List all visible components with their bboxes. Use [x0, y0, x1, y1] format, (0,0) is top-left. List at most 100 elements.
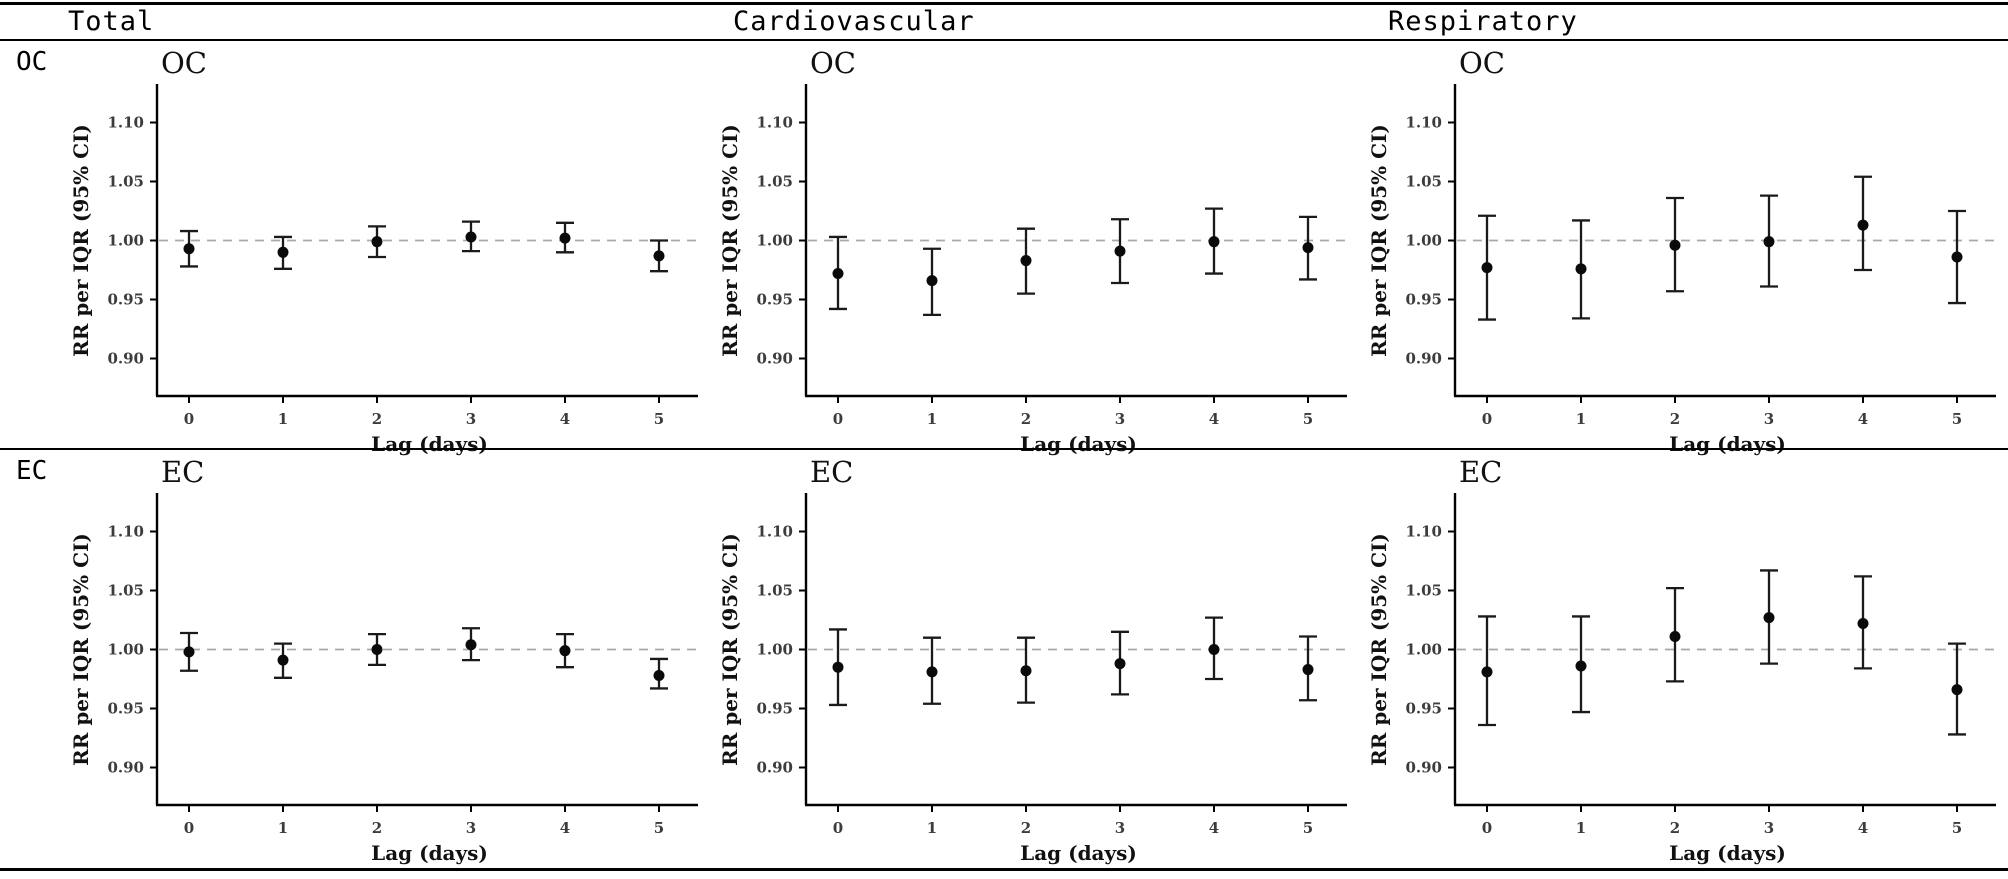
y-tick-label: 1.10 [756, 114, 793, 132]
x-tick-label: 2 [1670, 410, 1680, 428]
bottom-rule [0, 868, 2008, 871]
column-header-respiratory: Respiratory [1388, 6, 1578, 37]
y-tick-label: 1.10 [756, 523, 793, 541]
column-header-cardiovascular: Cardiovascular [733, 6, 975, 37]
top-rule [0, 2, 2008, 5]
x-tick-label: 4 [1858, 410, 1868, 428]
point-estimate [1857, 618, 1869, 630]
y-tick-label: 1.05 [1405, 173, 1442, 191]
x-tick-label: 5 [1952, 819, 1962, 837]
data-point-group [1205, 207, 1223, 275]
point-estimate [465, 639, 477, 651]
y-tick-label: 0.90 [107, 759, 144, 777]
point-estimate [371, 236, 383, 248]
data-point-group [556, 221, 574, 254]
x-tick-label: 5 [1303, 410, 1313, 428]
point-estimate [1763, 612, 1775, 624]
x-tick-label: 5 [654, 819, 664, 837]
y-axis-title: RR per IQR (95% CI) [1367, 533, 1391, 766]
x-axis-title: Lag (days) [371, 432, 488, 456]
y-tick-label: 1.00 [1405, 641, 1442, 659]
data-point-group [462, 627, 480, 662]
point-estimate [653, 250, 665, 262]
y-tick-label: 1.05 [1405, 582, 1442, 600]
point-estimate [1575, 263, 1587, 275]
point-estimate [1208, 644, 1220, 655]
x-tick-label: 3 [1115, 410, 1125, 428]
y-tick-label: 1.10 [1405, 114, 1442, 132]
panel-respiratory-ec: EC 1.10 1.05 1.00 0.95 0.90 RR per IQR (95% CI… [1360, 450, 2008, 868]
x-tick-label: 3 [1764, 819, 1774, 837]
data-point-group [1854, 175, 1872, 272]
panel-cardiovascular-ec: EC 1.10 1.05 1.00 0.95 0.90 RR per IQR (95% CI… [711, 450, 1359, 868]
x-tick-label: 2 [372, 819, 382, 837]
panel-title: EC [1459, 455, 1503, 489]
y-tick-label: 1.00 [756, 641, 793, 659]
panel-title: EC [810, 455, 854, 489]
data-point-group [1948, 642, 1966, 736]
y-tick-label: 0.95 [756, 700, 793, 718]
y-tick-label: 1.00 [107, 641, 144, 659]
y-axis-title: RR per IQR (95% CI) [69, 124, 93, 357]
point-estimate [559, 232, 571, 244]
x-tick-label: 5 [1303, 819, 1313, 837]
y-tick-label: 0.95 [107, 700, 144, 718]
point-estimate [465, 231, 477, 243]
y-tick-label: 0.90 [1405, 759, 1442, 777]
data-point-group [1478, 615, 1496, 727]
point-estimate [832, 268, 844, 280]
point-estimate [371, 644, 383, 655]
data-point-group [650, 657, 668, 690]
point-estimate [1302, 242, 1314, 254]
errorbar-plot: 1.10 1.05 1.00 0.95 0.90 RR per IQR (95% CI) 0… [1367, 493, 1996, 865]
data-point-group [1111, 630, 1129, 696]
point-estimate [1951, 684, 1963, 696]
y-tick-label: 0.90 [1405, 350, 1442, 368]
y-tick-label: 1.00 [107, 232, 144, 250]
x-tick-label: 5 [654, 410, 664, 428]
data-point-group [556, 633, 574, 669]
point-estimate [1763, 236, 1775, 248]
point-estimate [1208, 236, 1220, 248]
errorbar-plot: 1.10 1.05 1.00 0.95 0.90 RR per IQR (95% CI) 0… [69, 493, 698, 865]
x-axis-title: Lag (days) [1669, 841, 1786, 865]
y-tick-label: 0.95 [1405, 291, 1442, 309]
point-estimate [1114, 245, 1126, 257]
data-point-group [274, 235, 292, 270]
point-estimate [1857, 219, 1869, 231]
panel-total-ec: EC 1.10 1.05 1.00 0.95 0.90 RR per IQR (95% CI… [62, 450, 710, 868]
x-tick-label: 3 [466, 410, 476, 428]
data-point-group [1017, 227, 1035, 295]
x-axis-title: Lag (days) [1020, 841, 1137, 865]
data-point-group [1299, 635, 1317, 702]
errorbar-plot: 1.10 1.05 1.00 0.95 0.90 RR per IQR (95% CI) 0… [69, 84, 698, 456]
header-rule [0, 39, 2008, 41]
y-tick-label: 0.95 [1405, 700, 1442, 718]
x-tick-label: 2 [1021, 819, 1031, 837]
data-point-group [462, 220, 480, 253]
point-estimate [183, 646, 195, 658]
y-tick-label: 1.10 [107, 523, 144, 541]
row-separator-rule [0, 448, 2008, 450]
x-tick-label: 2 [372, 410, 382, 428]
point-estimate [1481, 262, 1493, 274]
x-axis-title: Lag (days) [1020, 432, 1137, 456]
y-axis-title: RR per IQR (95% CI) [1367, 124, 1391, 357]
x-tick-label: 4 [1858, 819, 1868, 837]
x-tick-label: 2 [1021, 410, 1031, 428]
y-tick-label: 0.90 [756, 350, 793, 368]
x-axis-title: Lag (days) [371, 841, 488, 865]
y-tick-label: 1.05 [107, 173, 144, 191]
point-estimate [1669, 239, 1681, 251]
panel-title: OC [1459, 46, 1505, 80]
column-header-row: Total Cardiovascular Respiratory [0, 2, 2008, 39]
panel-cardiovascular-oc: OC 1.10 1.05 1.00 0.95 0.90 RR per IQR (95% CI… [711, 41, 1359, 456]
x-tick-label: 5 [1952, 410, 1962, 428]
row-oc: OC 1.10 1.05 1.00 0.95 0.90 RR per IQR (95% CI… [62, 41, 2008, 456]
data-point-group [1478, 214, 1496, 321]
data-point-group [180, 229, 198, 268]
x-tick-label: 1 [1576, 819, 1586, 837]
errorbar-plot: 1.10 1.05 1.00 0.95 0.90 RR per IQR (95% CI) 0… [1367, 84, 1996, 456]
x-tick-label: 1 [1576, 410, 1586, 428]
